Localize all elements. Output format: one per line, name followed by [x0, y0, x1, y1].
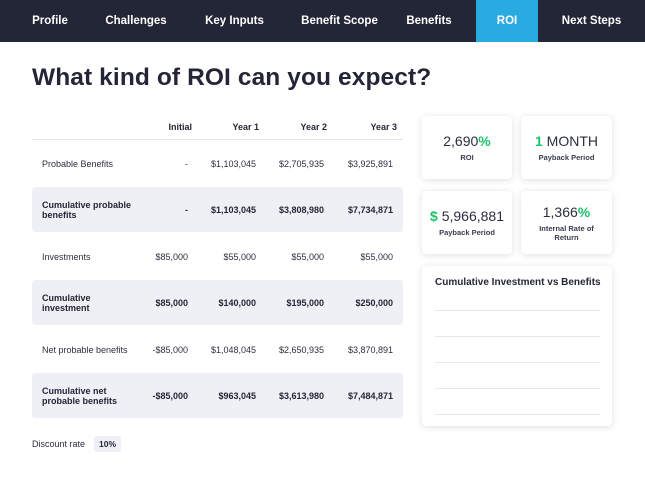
chart-gridline [435, 336, 600, 337]
irr-card: 1,366% Internal Rate of Return [521, 191, 612, 254]
cell-year-3: $55,000 [360, 251, 393, 262]
row-label: Investments [42, 251, 91, 262]
tab-benefits[interactable]: Benefits [406, 15, 452, 27]
cell-initial: $85,000 [155, 251, 188, 262]
cell-year-1: $1,048,045 [210, 344, 256, 355]
irr-value: 1,366% [542, 203, 591, 220]
table-row: Cumulative net probable benefits -$85,00… [32, 373, 403, 418]
cell-initial: - [185, 158, 188, 169]
cell-year-1: $55,000 [223, 251, 256, 262]
cell-year-3: $7,484,871 [347, 390, 393, 401]
column-header-year-1: Year 1 [232, 122, 259, 132]
page-title: What kind of ROI can you expect? [32, 64, 432, 91]
cell-year-3: $3,925,891 [347, 158, 393, 169]
chart-gridline [435, 388, 600, 389]
cell-year-3: $3,870,891 [347, 344, 393, 355]
top-nav: Profile Challenges Key Inputs Benefit Sc… [0, 0, 645, 42]
investment-vs-benefits-chart: Cumulative Investment vs Benefits [422, 266, 612, 426]
roi-value: 2,690% [443, 133, 491, 149]
row-label: Probable Benefits [42, 158, 114, 169]
payback-amount-value: $ 5,966,881 [430, 208, 504, 224]
payback-months-label: Payback Period [538, 153, 595, 162]
payback-amount-label: Payback Period [439, 228, 495, 237]
tab-benefit-scope[interactable]: Benefit Scope [301, 15, 378, 27]
cell-initial: -$85,000 [152, 344, 188, 355]
row-label: Net probable benefits [42, 344, 128, 355]
cell-initial: $85,000 [155, 297, 188, 308]
cell-year-2: $2,705,935 [278, 158, 324, 169]
table-row: Cumulative investment $85,000 $140,000 $… [32, 280, 403, 325]
irr-label: Internal Rate of Return [539, 223, 594, 242]
table-row: Investments $85,000 $55,000 $55,000 $55,… [32, 234, 403, 279]
table-row: Net probable benefits -$85,000 $1,048,04… [32, 327, 403, 372]
payback-value-card: $ 5,966,881 Payback Period [422, 191, 512, 254]
table-row: Probable Benefits - $1,103,045 $2,705,93… [32, 141, 403, 186]
cell-year-2: $55,000 [291, 251, 324, 262]
cell-year-2: $3,613,980 [278, 390, 324, 401]
cell-year-2: $3,808,980 [278, 204, 324, 215]
column-header-year-2: Year 2 [300, 122, 327, 132]
column-header-year-3: Year 3 [370, 122, 397, 132]
chart-title: Cumulative Investment vs Benefits [435, 277, 601, 288]
tab-key-inputs[interactable]: Key Inputs [205, 15, 264, 27]
roi-label: ROI [460, 153, 474, 162]
cell-year-1: $1,103,045 [210, 204, 256, 215]
chart-gridline [435, 362, 600, 363]
cell-year-2: $195,000 [286, 297, 324, 308]
chart-gridline [435, 414, 600, 415]
discount-rate-label: Discount rate [32, 439, 86, 449]
payback-months-card: 1 MONTH Payback Period [521, 116, 612, 179]
cell-year-1: $140,000 [218, 297, 256, 308]
roi-table: Initial Year 1 Year 2 Year 3 Probable Be… [32, 116, 403, 418]
cell-initial: - [185, 204, 188, 215]
row-label: Cumulative investment [42, 292, 91, 313]
tab-challenges[interactable]: Challenges [105, 15, 167, 27]
discount-rate-value[interactable]: 10% [94, 436, 122, 452]
cell-initial: -$85,000 [152, 390, 188, 401]
column-header-initial: Initial [168, 122, 192, 132]
table-header: Initial Year 1 Year 2 Year 3 [32, 116, 403, 140]
payback-months-value: 1 MONTH [534, 133, 598, 149]
cell-year-3: $7,734,871 [347, 204, 393, 215]
row-label: Cumulative net probable benefits [42, 385, 118, 406]
cell-year-2: $2,650,935 [278, 344, 324, 355]
tab-roi[interactable]: ROI [476, 0, 538, 42]
chart-gridline [435, 310, 600, 311]
cell-year-1: $963,045 [218, 390, 256, 401]
table-row: Cumulative probable benefits - $1,103,04… [32, 187, 403, 232]
tab-next-steps[interactable]: Next Steps [561, 15, 622, 27]
discount-rate: Discount rate 10% [32, 436, 122, 452]
tab-profile[interactable]: Profile [32, 15, 68, 27]
cell-year-1: $1,103,045 [210, 158, 256, 169]
cell-year-3: $250,000 [355, 297, 393, 308]
row-label: Cumulative probable benefits [42, 199, 132, 220]
roi-card: 2,690% ROI [422, 116, 512, 179]
